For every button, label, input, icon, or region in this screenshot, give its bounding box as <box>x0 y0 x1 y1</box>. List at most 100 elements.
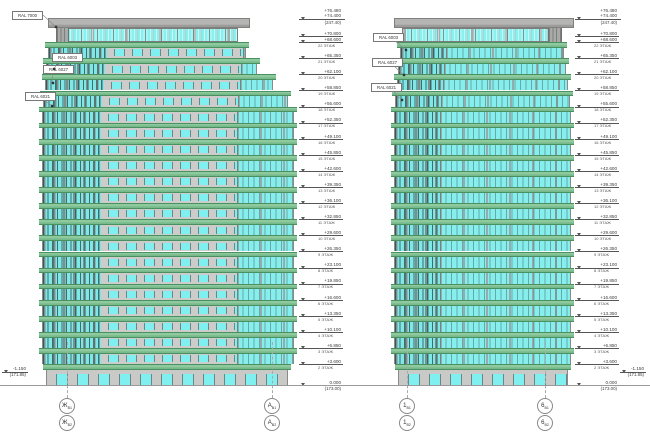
ground-floor <box>43 364 291 386</box>
level-mark-line <box>299 168 343 172</box>
facade-glazing <box>47 64 106 75</box>
ground-floor-wall <box>398 369 568 386</box>
level-mark-line <box>575 313 619 317</box>
level-mark: +55.600 18 ЭТАЖ <box>575 101 633 113</box>
level-mark: +42.600 14 ЭТАЖ <box>575 165 633 177</box>
level-value: +45.850 <box>600 149 617 155</box>
axis-bubble: А В1 <box>264 398 280 414</box>
facade-glazing <box>43 144 101 155</box>
facade-glazing <box>395 112 440 123</box>
floor-label: 4 ЭТАЖ <box>318 332 333 338</box>
floor-row <box>39 106 297 123</box>
level-mark-line <box>575 168 619 172</box>
facade-glazing <box>440 112 570 123</box>
level-mark-line <box>575 185 619 189</box>
axis-subscript: В1 <box>67 405 72 410</box>
level-value: +76.480 <box>600 8 617 13</box>
level-value: +19.850 <box>600 278 617 284</box>
floor-wall <box>42 208 294 220</box>
facade-glazing <box>237 96 287 107</box>
level-value: +19.850 <box>324 278 341 284</box>
balcony-band <box>396 42 568 48</box>
level-mark-line <box>299 249 343 253</box>
level-mark: +36.100 12 ЭТАЖ <box>299 198 357 210</box>
facade-glazing <box>440 289 570 300</box>
floor-label: 14 ЭТАЖ <box>594 171 612 177</box>
facade-windows <box>101 241 237 252</box>
level-mark: +29.600 10 ЭТАЖ <box>575 230 633 242</box>
floor-wall <box>42 257 294 268</box>
level-mark-line <box>299 88 343 92</box>
facade-glazing <box>395 289 440 300</box>
balcony-band <box>391 283 574 290</box>
facade-glazing <box>440 241 570 252</box>
facade-windows <box>101 257 237 268</box>
level-absolute: (173.00) <box>600 385 617 391</box>
facade-glazing <box>43 112 101 123</box>
level-value: +23.100 <box>324 262 341 268</box>
level-mark-line <box>299 201 343 205</box>
level-mark-line <box>299 313 343 317</box>
balcony-band <box>39 332 297 338</box>
level-mark-line <box>299 233 343 237</box>
balcony-band <box>391 348 574 354</box>
facade-windows <box>101 128 237 139</box>
facade-glazing <box>440 192 570 204</box>
floor-wall <box>394 96 571 107</box>
level-value: +6.850 <box>326 342 341 348</box>
facade-glazing <box>237 289 293 300</box>
level-mark: +29.600 10 ЭТАЖ <box>299 230 357 242</box>
floor-row <box>396 42 568 59</box>
level-mark-line <box>575 104 619 108</box>
floor-row <box>391 122 574 139</box>
floor-wall <box>394 241 571 252</box>
facade-glazing <box>395 305 440 316</box>
level-value: +32.850 <box>324 214 341 220</box>
floor-label: 18 ЭТАЖ <box>594 107 612 113</box>
facade-glazing <box>395 241 440 252</box>
floor-wall <box>394 160 571 171</box>
floor-row <box>39 171 297 188</box>
level-value: +36.100 <box>600 197 617 203</box>
facade-glazing <box>440 176 570 188</box>
floor-label: 16 ЭТАЖ <box>318 139 336 145</box>
floor-label: 9 ЭТАЖ <box>318 252 333 258</box>
level-mark: +68.600 22 ЭТАЖ <box>299 37 357 49</box>
floor-row <box>39 251 297 268</box>
level-mark-line <box>575 346 619 350</box>
level-mark: +49.100 16 ЭТАЖ <box>575 133 633 145</box>
floor-label: 5 ЭТАЖ <box>594 316 609 322</box>
axis-letter: 1 <box>403 403 407 409</box>
axis-subscript: В2 <box>67 422 72 427</box>
floor-row <box>39 235 297 252</box>
floor-wall <box>42 241 294 252</box>
floor-row <box>391 203 574 220</box>
floor-row <box>391 138 574 155</box>
floor-label: 3 ЭТАЖ <box>594 348 609 354</box>
level-value: +62.100 <box>600 69 617 75</box>
facade-glazing <box>444 64 565 75</box>
balcony-band <box>391 332 574 338</box>
level-mark: +36.100 12 ЭТАЖ <box>575 198 633 210</box>
floor-row <box>41 74 277 91</box>
facade-glazing <box>397 80 443 91</box>
level-value: +42.600 <box>324 165 341 171</box>
floor-wall <box>42 337 294 349</box>
floor-wall <box>394 321 571 332</box>
floor-wall <box>42 273 294 284</box>
level-mark: +52.350 17 ЭТАЖ <box>299 117 357 129</box>
floor-label: 22 ЭТАЖ <box>318 42 336 48</box>
level-value: +3.600 <box>602 358 617 364</box>
site-grade-mark: -1.150 (171.85) <box>620 366 650 378</box>
floor-label: 15 ЭТАЖ <box>318 155 336 161</box>
facade-windows <box>101 353 237 365</box>
floor-row <box>39 315 297 332</box>
facade-glazing <box>43 225 101 236</box>
level-value: +68.600 <box>600 36 617 42</box>
floor-label: 10 ЭТАЖ <box>318 236 336 242</box>
level-value: +26.350 <box>600 246 617 252</box>
level-mark-line <box>575 34 619 38</box>
axis-subscript: В2 <box>406 422 411 427</box>
ral-color-callout: RAL 6021 <box>25 92 56 101</box>
facade-glazing <box>395 321 440 332</box>
